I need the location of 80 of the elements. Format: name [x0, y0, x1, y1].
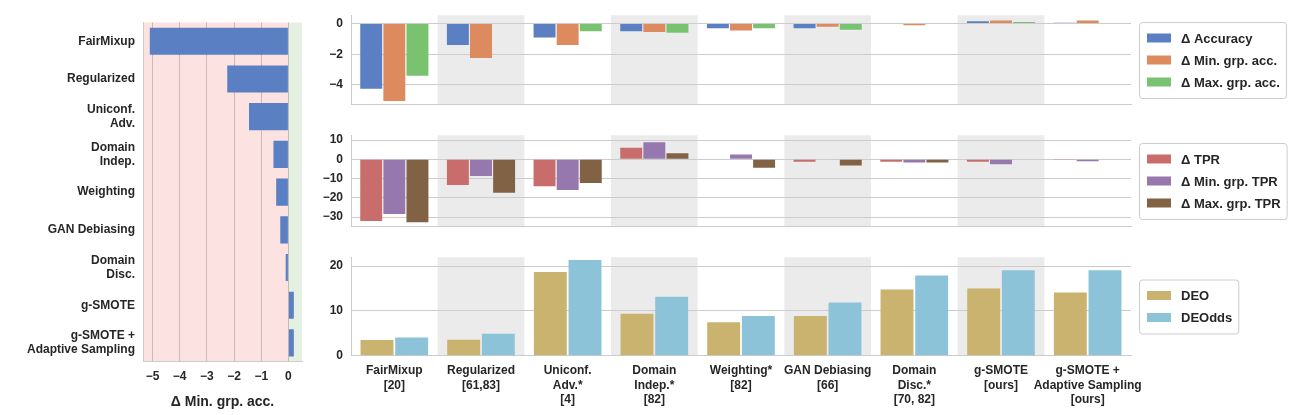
x-tick-label: Domain Indep.* [82]	[632, 363, 677, 407]
y-tick-label: 0	[336, 15, 344, 30]
bar	[966, 159, 989, 162]
bar	[360, 340, 394, 356]
legend-label: DEO	[1181, 288, 1210, 304]
y-tick-label: g-SMOTE + Adaptive Sampling	[26, 328, 135, 357]
bar	[447, 339, 481, 356]
bar	[360, 159, 383, 222]
y-tick-label: Regularized	[66, 71, 135, 86]
bar	[395, 337, 429, 356]
bar	[655, 296, 689, 356]
bar	[903, 159, 926, 163]
bar	[1053, 292, 1087, 356]
bar	[793, 159, 816, 162]
bar	[383, 159, 406, 214]
bar	[481, 333, 515, 356]
x-axis-title: Δ Min. grp. acc.	[170, 393, 275, 410]
bar	[967, 288, 1001, 356]
bar	[707, 322, 741, 356]
bar	[828, 302, 862, 356]
bar	[926, 159, 949, 163]
x-tick-label: −5	[145, 369, 160, 384]
bar	[493, 159, 516, 193]
bar	[533, 271, 567, 356]
x-tick-label: Regularized [61,83]	[446, 363, 516, 392]
legend-label: Δ Min. grp. acc.	[1181, 52, 1278, 68]
y-tick-label: FairMixup	[78, 33, 135, 48]
legend-label: DEOdds	[1181, 310, 1233, 326]
x-tick-label: Weighting* [82]	[709, 363, 773, 392]
bar	[579, 159, 602, 184]
bar	[470, 159, 492, 176]
y-tick-label: Domain Disc.	[90, 252, 135, 282]
y-tick-label: Domain Indep.	[90, 139, 135, 168]
bar	[620, 313, 654, 356]
x-tick-label: 0	[285, 369, 293, 384]
y-tick-label: 10	[329, 303, 344, 318]
y-tick-label: Uniconf. Adv.	[87, 101, 135, 131]
x-tick-label: −2	[227, 369, 242, 384]
y-tick-label: −30	[322, 209, 344, 224]
y-tick-label: Weighting	[77, 184, 135, 199]
y-tick-label: −10	[322, 170, 344, 185]
bar	[568, 259, 602, 356]
bar	[666, 153, 689, 159]
y-tick-label: −4	[329, 77, 344, 92]
bar	[741, 315, 775, 356]
x-tick-label: −4	[172, 369, 187, 384]
x-tick-label: g-SMOTE + Adaptive Sampling [ours]	[1033, 363, 1142, 407]
y-tick-label: g-SMOTE	[81, 297, 135, 312]
x-tick-label: g-SMOTE [ours]	[974, 363, 1028, 392]
y-tick-label: 20	[329, 258, 344, 273]
legend-label: Δ Min. grp. TPR	[1181, 173, 1279, 189]
bar	[880, 289, 914, 356]
y-tick-label: GAN Debiasing	[47, 222, 135, 237]
bar	[643, 142, 666, 159]
y-tick-label: −20	[322, 190, 344, 205]
x-tick-label: GAN Debiasing [66]	[783, 363, 872, 392]
x-tick-label: −1	[254, 369, 269, 384]
legend-label: Δ Accuracy	[1181, 30, 1254, 46]
x-tick-label: −3	[200, 369, 215, 384]
bar	[620, 147, 643, 159]
y-tick-label: 0	[336, 151, 344, 166]
legend-label: Δ Max. grp. acc.	[1181, 74, 1280, 90]
bar	[406, 159, 429, 223]
legend-label: Δ Max. grp. TPR	[1181, 195, 1282, 211]
legend-label: Δ TPR	[1181, 151, 1221, 167]
y-tick-label: 10	[329, 132, 344, 147]
bar	[730, 154, 752, 159]
x-tick-label: FairMixup [20]	[366, 363, 423, 392]
bar	[915, 275, 949, 356]
y-tick-label: 0	[336, 348, 344, 363]
bar	[533, 159, 556, 187]
bar	[880, 159, 903, 162]
y-tick-label: −2	[329, 46, 344, 61]
bar	[753, 159, 776, 168]
bar	[446, 159, 469, 185]
bar	[556, 159, 579, 190]
bar	[793, 315, 827, 356]
x-tick-label: Uniconf. Adv.* [4]	[543, 363, 592, 407]
bar	[1088, 270, 1122, 356]
x-tick-label: Domain Disc.* [70, 82]	[892, 363, 937, 407]
